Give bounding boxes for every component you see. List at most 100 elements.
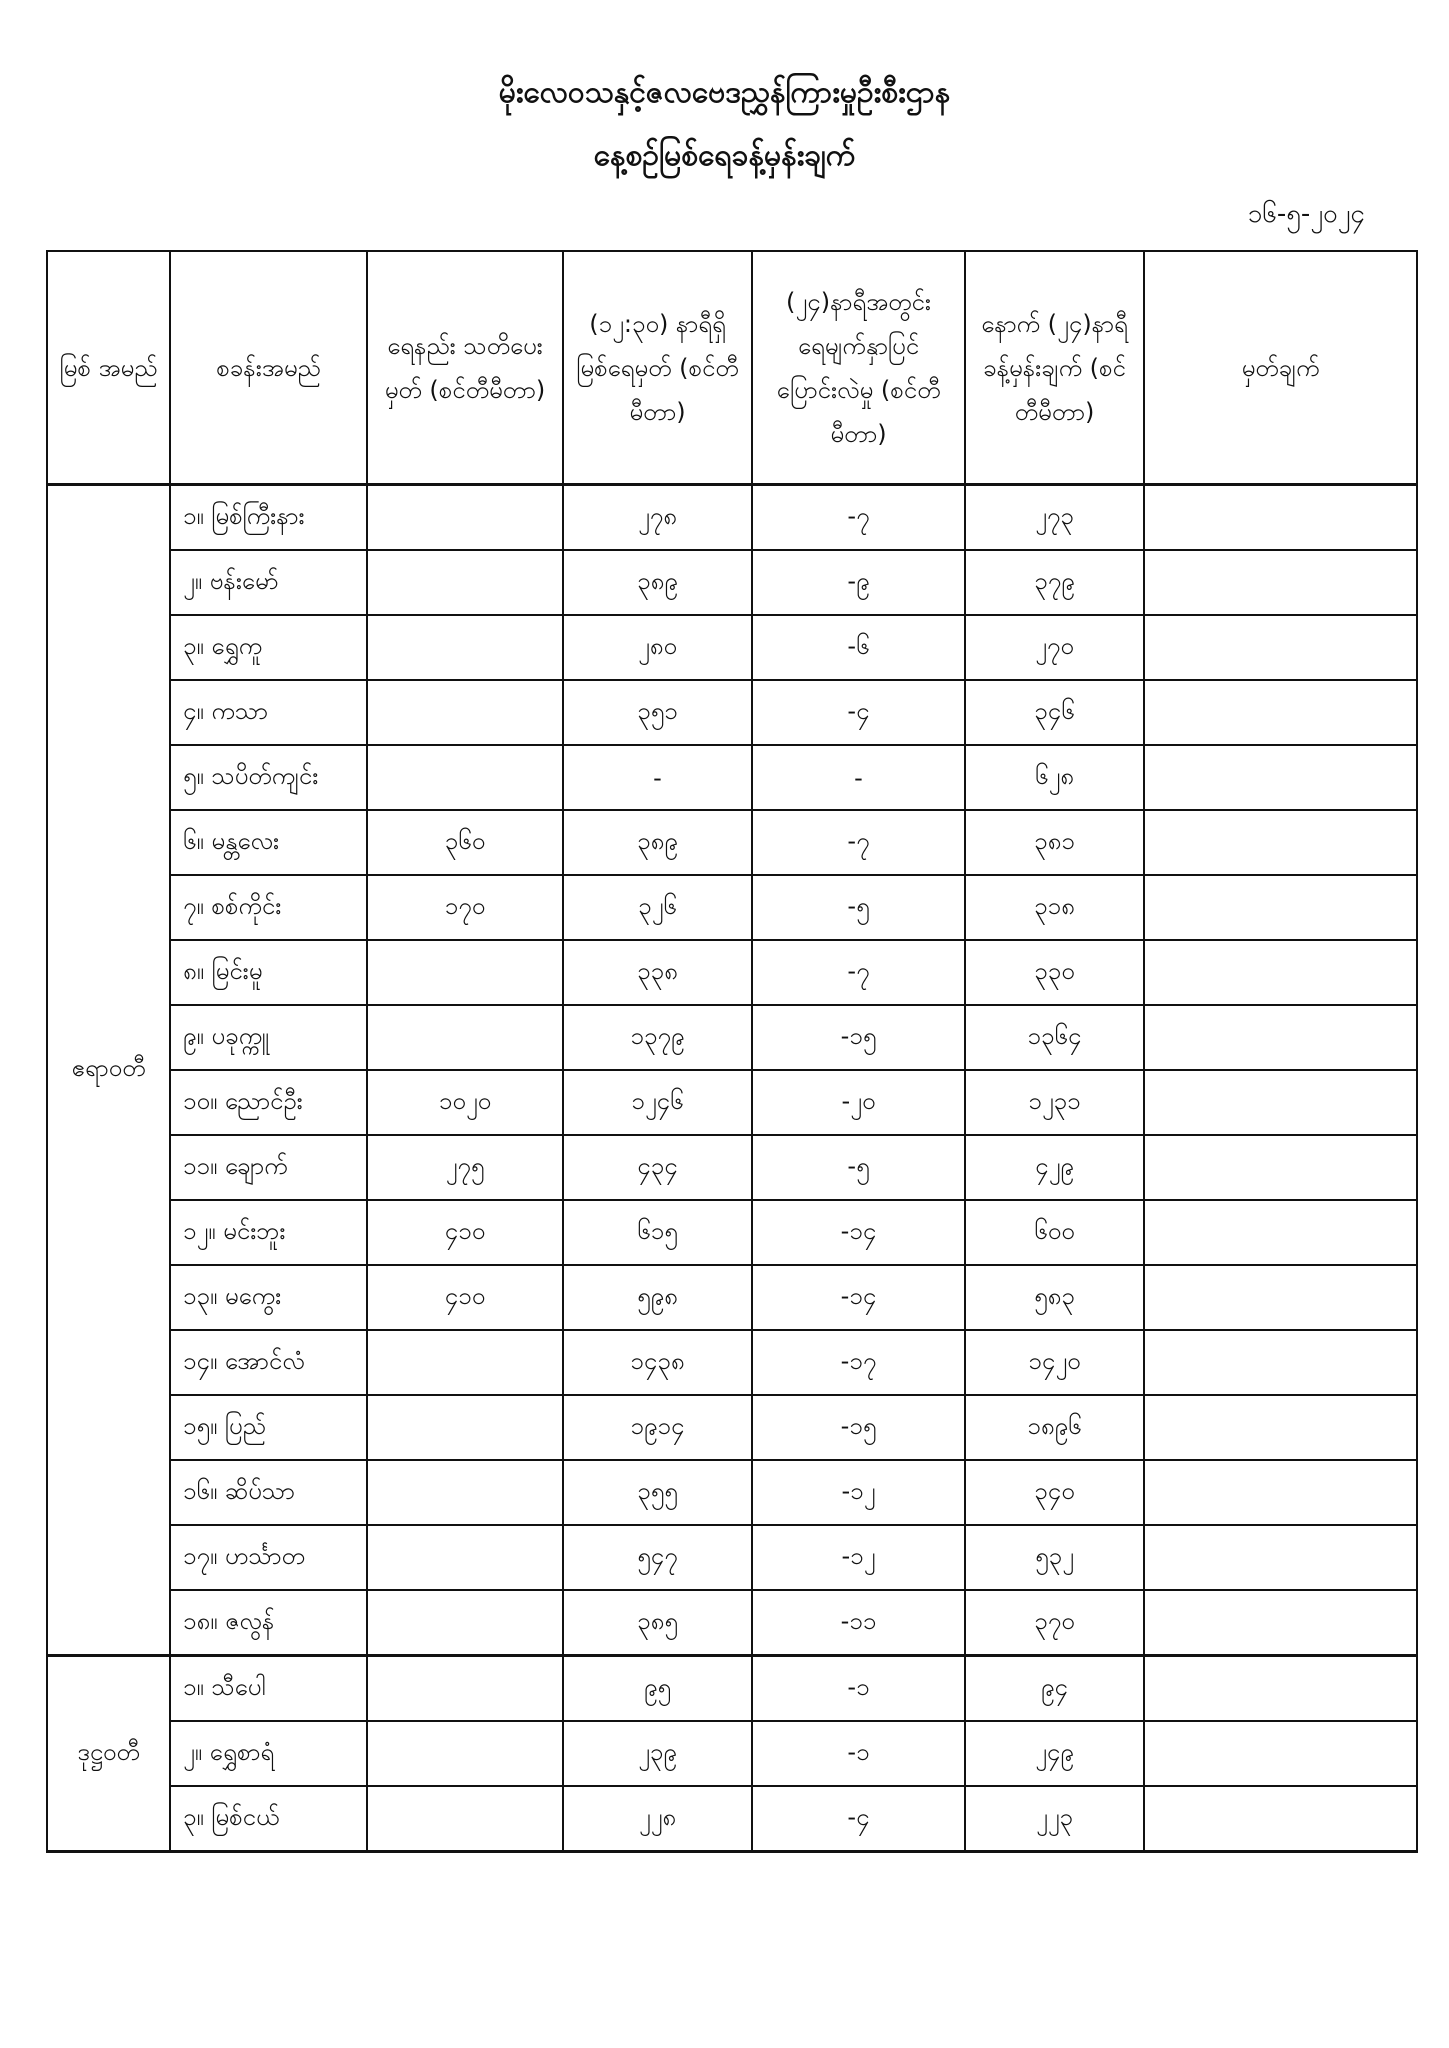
warning-level-cell: ၃၆၀ <box>366 809 564 876</box>
forecast-cell: ၉၄ <box>964 1654 1145 1722</box>
station-cell: ၁၂။ မင်းဘူး <box>169 1199 368 1266</box>
warning-level-cell <box>366 1654 564 1722</box>
water-level-cell: ၁၉၁၄ <box>562 1394 753 1461</box>
table-row: ၁၆။ ဆိပ်သာ ၃၅၅ -၁၂ ၃၄၀ <box>47 1459 1418 1526</box>
change-cell: - <box>751 744 966 811</box>
page-subtitle: နေ့စဉ်မြစ်ရေခန့်မှန်းချက် <box>593 138 856 173</box>
table-row: ၃။ ရွှေကူ ၂၈၀ -၆ ၂၇၀ <box>47 614 1418 681</box>
forecast-cell: ၂၄၉ <box>964 1720 1145 1787</box>
remark-cell <box>1143 1264 1418 1331</box>
change-cell: -၁၂ <box>751 1459 966 1526</box>
forecast-cell: ၆၂၈ <box>964 744 1145 811</box>
warning-level-cell <box>366 679 564 746</box>
water-level-cell: ၆၁၅ <box>562 1199 753 1266</box>
remark-cell <box>1143 549 1418 616</box>
remark-cell <box>1143 1459 1418 1526</box>
forecast-cell: ၃၇၉ <box>964 549 1145 616</box>
remark-cell <box>1143 809 1418 876</box>
table-header-row: မြစ် အမည် စခန်းအမည် ရေနည်း သတိပေးမှတ် (စ… <box>46 250 1418 486</box>
change-cell: -၉ <box>751 549 966 616</box>
change-cell: -၁၅ <box>751 1004 966 1071</box>
table-row: ၄။ ကသာ ၃၅၁ -၄ ၃၄၆ <box>47 679 1418 746</box>
river-name-cell: ဧရာဝတီ <box>46 483 171 1657</box>
forecast-cell: ၃၄၀ <box>964 1459 1145 1526</box>
change-cell: -၁၂ <box>751 1524 966 1591</box>
warning-level-cell <box>366 1720 564 1787</box>
warning-level-cell <box>366 483 564 551</box>
col-header-24h-change: (၂၄)နာရီအတွင်း ရေမျက်နှာပြင် ပြောင်းလဲမှ… <box>751 250 966 486</box>
water-level-cell: ၃၈၉ <box>562 809 753 876</box>
water-level-cell: ၅၄၇ <box>562 1524 753 1591</box>
change-cell: -၁၅ <box>751 1394 966 1461</box>
table-row: ဧရာဝတီ ၁။ မြစ်ကြီးနား ၂၇၈ -၇ ၂၇၃ <box>46 483 1418 1657</box>
change-cell: -၅ <box>751 874 966 941</box>
table-row: ၁၈။ ဇလွန် ၃၈၅ -၁၁ ၃၇၀ <box>47 1589 1418 1657</box>
forecast-cell: ၂၂၃ <box>964 1785 1145 1853</box>
forecast-cell: ၃၈၁ <box>964 809 1145 876</box>
warning-level-cell <box>366 1329 564 1396</box>
change-cell: -၆ <box>751 614 966 681</box>
page-title: မိုးလေဝသနှင့်ဇလဗေဒညွှန်ကြားမှုဦးစီးဌာန <box>498 75 951 110</box>
forecast-cell: ၃၃၀ <box>964 939 1145 1006</box>
change-cell: -၄ <box>751 1785 966 1853</box>
remark-cell <box>1143 1329 1418 1396</box>
warning-level-cell <box>366 614 564 681</box>
col-header-warning-level: ရေနည်း သတိပေးမှတ် (စင်တီမီတာ) <box>366 250 564 486</box>
water-level-cell: ၂၈၀ <box>562 614 753 681</box>
station-cell: ၂။ ဗန်းမော် <box>169 549 368 616</box>
warning-level-cell <box>366 1524 564 1591</box>
remark-cell <box>1143 1394 1418 1461</box>
remark-cell <box>1143 1524 1418 1591</box>
station-cell: ၁၃။ မကွေး <box>169 1264 368 1331</box>
table-row: ၁၁။ ချောက် ၂၇၅ ၄၃၄ -၅ ၄၂၉ <box>47 1134 1418 1201</box>
warning-level-cell: ၄၁၀ <box>366 1199 564 1266</box>
table-row: ၂။ ရွှေစာရံ ၂၃၉ -၁ ၂၄၉ <box>47 1720 1418 1787</box>
change-cell: -၅ <box>751 1134 966 1201</box>
warning-level-cell <box>366 1394 564 1461</box>
remark-cell <box>1143 1589 1418 1657</box>
table-row: ၆။ မန္တလေး ၃၆၀ ၃၈၉ -၇ ၃၈၁ <box>47 809 1418 876</box>
remark-cell <box>1143 679 1418 746</box>
remark-cell <box>1143 1069 1418 1136</box>
station-cell: ၁၁။ ချောက် <box>169 1134 368 1201</box>
forecast-cell: ၂၇၃ <box>964 483 1145 551</box>
remark-cell <box>1143 483 1418 551</box>
forecast-cell: ၁၈၉၆ <box>964 1394 1145 1461</box>
station-cell: ၃။ ရွှေကူ <box>169 614 368 681</box>
station-cell: ၂။ ရွှေစာရံ <box>169 1720 368 1787</box>
water-level-cell: ၃၈၅ <box>562 1589 753 1657</box>
warning-level-cell: ၂၇၅ <box>366 1134 564 1201</box>
warning-level-cell: ၄၁၀ <box>366 1264 564 1331</box>
forecast-cell: ၁၂၃၁ <box>964 1069 1145 1136</box>
change-cell: -၇ <box>751 809 966 876</box>
warning-level-cell <box>366 1785 564 1853</box>
water-level-cell: ၃၅၁ <box>562 679 753 746</box>
table-row: ၁၂။ မင်းဘူး ၄၁၀ ၆၁၅ -၁၄ ၆၀၀ <box>47 1199 1418 1266</box>
table-row: ၁၅။ ပြည် ၁၉၁၄ -၁၅ ၁၈၉၆ <box>47 1394 1418 1461</box>
remark-cell <box>1143 744 1418 811</box>
water-level-cell: ၃၅၅ <box>562 1459 753 1526</box>
change-cell: -၁၄ <box>751 1199 966 1266</box>
station-cell: ၁၅။ ပြည် <box>169 1394 368 1461</box>
warning-level-cell <box>366 1004 564 1071</box>
warning-level-cell <box>366 549 564 616</box>
water-level-cell: ၁၃၇၉ <box>562 1004 753 1071</box>
remark-cell <box>1143 874 1418 941</box>
table-row: ၅။ သပိတ်ကျင်း - -၆၂၈ <box>47 744 1418 811</box>
col-header-station: စခန်းအမည် <box>169 250 368 486</box>
forecast-cell: ၃၄၆ <box>964 679 1145 746</box>
station-cell: ၁၀။ ညောင်ဦး <box>169 1069 368 1136</box>
table-row: ၈။ မြင်းမူ ၃၃၈ -၇ ၃၃၀ <box>47 939 1418 1006</box>
change-cell: -၂၀ <box>751 1069 966 1136</box>
water-level-cell: ၄၃၄ <box>562 1134 753 1201</box>
table-row: ၇။ စစ်ကိုင်း ၁၇၀ ၃၂၆ -၅ ၃၁၈ <box>47 874 1418 941</box>
station-cell: ၈။ မြင်းမူ <box>169 939 368 1006</box>
remark-cell <box>1143 1004 1418 1071</box>
warning-level-cell <box>366 939 564 1006</box>
water-level-cell: ၂၃၉ <box>562 1720 753 1787</box>
station-cell: ၁၆။ ဆိပ်သာ <box>169 1459 368 1526</box>
report-date: ၁၆-၅-၂၀၂၄ <box>1247 199 1365 229</box>
forecast-cell: ၄၂၉ <box>964 1134 1145 1201</box>
col-header-forecast: နောက် (၂၄)နာရီ ခန့်မှန်းချက် (စင်တီမီတာ) <box>964 250 1145 486</box>
remark-cell <box>1143 1785 1418 1853</box>
